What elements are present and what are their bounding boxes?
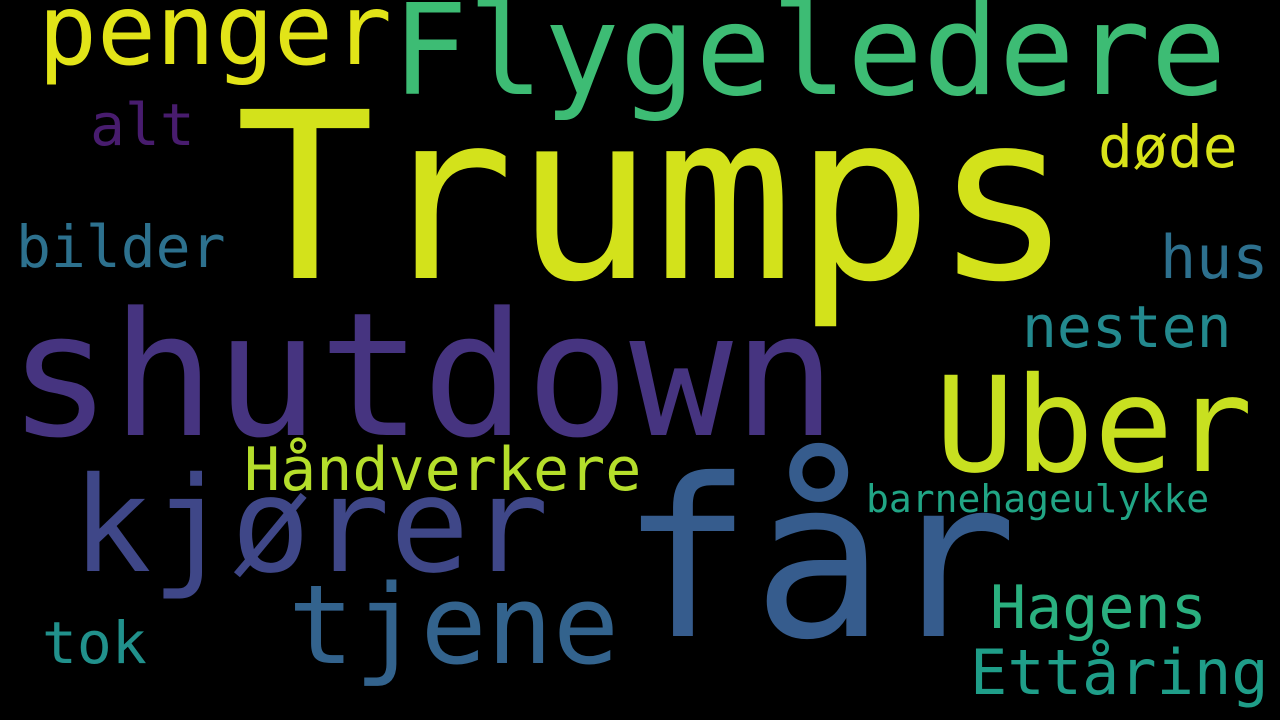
word-penger: penger	[38, 0, 393, 88]
word-flygeledere: Flygeledere	[392, 0, 1227, 124]
word-trumps: Trumps	[235, 63, 1074, 333]
word-bilder: bilder	[16, 213, 226, 281]
word-tjene: tjene	[288, 561, 620, 689]
word-hagens: Hagens	[990, 573, 1207, 643]
word-barnehageulykke: barnehageulykke	[866, 477, 1210, 521]
word-hus: hus	[1160, 223, 1269, 293]
word-nesten: nesten	[1022, 293, 1232, 361]
word-handverkere: Håndverkere	[244, 435, 642, 505]
word-dode: døde	[1098, 113, 1238, 181]
word-alt: alt	[90, 91, 195, 159]
word-tok: tok	[42, 609, 147, 677]
word-shutdown: shutdown	[8, 275, 837, 476]
word-kjorer: kjører	[72, 449, 549, 603]
word-ettaring: Ettåring	[970, 636, 1269, 709]
word-uber: Uber	[935, 349, 1253, 503]
word-far: får	[620, 432, 1018, 688]
